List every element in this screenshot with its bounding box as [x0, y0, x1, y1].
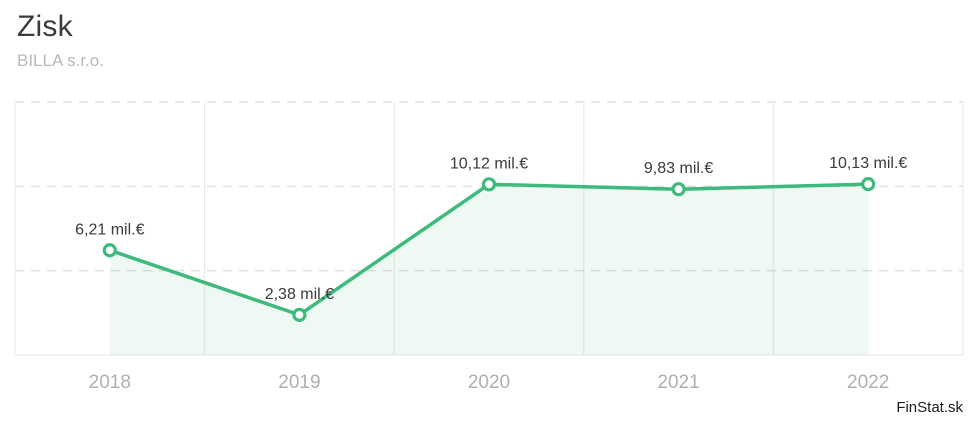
x-axis-label-2018: 2018	[89, 372, 131, 393]
x-axis-label-2020: 2020	[468, 372, 510, 393]
data-point-2018[interactable]	[102, 243, 117, 258]
data-point-2021[interactable]	[671, 182, 686, 197]
data-point-2019[interactable]	[292, 307, 307, 322]
area-fill	[109, 184, 869, 355]
company-name: BILLA s.r.o.	[17, 51, 104, 70]
x-axis-label-2021: 2021	[657, 372, 699, 393]
x-axis-label-2022: 2022	[847, 372, 889, 393]
data-point-2020[interactable]	[481, 177, 497, 192]
page-title: Zisk	[17, 10, 73, 43]
point-label-2020: 10,12 mil.€	[450, 155, 528, 172]
point-label-2018: 6,21 mil.€	[75, 221, 144, 238]
x-axis-label-2019: 2019	[278, 372, 320, 393]
point-label-2019: 2,38 mil.€	[265, 286, 334, 303]
chart-header: Zisk BILLA s.r.o.	[17, 10, 104, 71]
point-label-2022: 10,13 mil.€	[829, 155, 907, 172]
point-label-2021: 9,83 mil.€	[644, 160, 713, 177]
data-point-2022[interactable]	[861, 177, 876, 192]
finstat-watermark: FinStat.sk	[896, 399, 963, 416]
